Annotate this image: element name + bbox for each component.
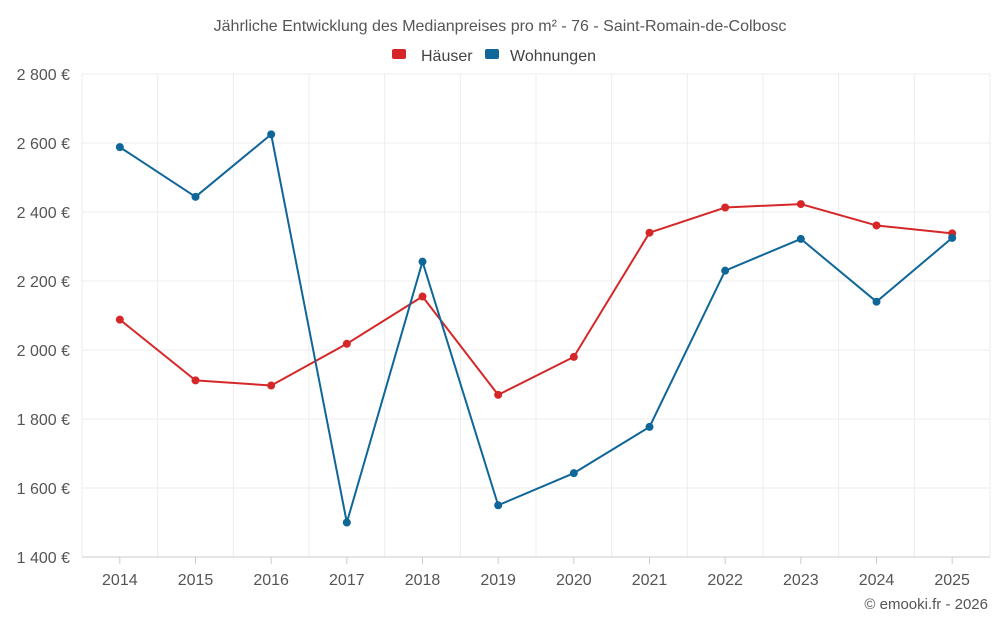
x-tick-label: 2018 bbox=[405, 572, 441, 589]
data-point-haeuser[interactable] bbox=[645, 228, 654, 237]
data-point-haeuser[interactable] bbox=[796, 200, 805, 209]
x-tick-label: 2025 bbox=[934, 572, 970, 589]
data-point-wohnungen[interactable] bbox=[267, 130, 276, 139]
data-point-wohnungen[interactable] bbox=[948, 233, 957, 242]
x-tick-label: 2019 bbox=[480, 572, 516, 589]
y-tick-label: 2 000 € bbox=[17, 343, 70, 360]
legend-swatch-haeuser bbox=[392, 49, 406, 59]
x-tick-label: 2014 bbox=[102, 572, 138, 589]
data-point-haeuser[interactable] bbox=[569, 352, 578, 361]
x-axis: 2014 2015 2016 2017 2018 2019 2020 2021 2022 2023… bbox=[82, 556, 990, 589]
data-point-haeuser[interactable] bbox=[418, 292, 427, 301]
data-point-haeuser[interactable] bbox=[494, 390, 503, 399]
data-point-wohnungen[interactable] bbox=[494, 501, 503, 510]
series bbox=[115, 130, 957, 527]
data-point-wohnungen[interactable] bbox=[342, 518, 351, 527]
x-tick-label: 2024 bbox=[859, 572, 895, 589]
data-point-wohnungen[interactable] bbox=[569, 469, 578, 478]
x-tick-label: 2022 bbox=[707, 572, 743, 589]
legend-swatch-wohnungen bbox=[485, 49, 499, 59]
legend-label-haeuser: Häuser bbox=[421, 48, 473, 65]
legend-label-wohnungen: Wohnungen bbox=[510, 48, 596, 65]
data-point-wohnungen[interactable] bbox=[418, 257, 427, 266]
y-tick-label: 2 800 € bbox=[17, 67, 70, 84]
y-tick-label: 2 400 € bbox=[17, 205, 70, 222]
y-tick-label: 2 600 € bbox=[17, 136, 70, 153]
series-line-haeuser bbox=[119, 203, 953, 396]
data-point-wohnungen[interactable] bbox=[645, 422, 654, 431]
y-tick-label: 1 400 € bbox=[17, 550, 70, 567]
x-tick-label: 2017 bbox=[329, 572, 365, 589]
x-tick-label: 2021 bbox=[632, 572, 668, 589]
credit-text: © emooki.fr - 2026 bbox=[864, 596, 988, 613]
data-point-haeuser[interactable] bbox=[342, 339, 351, 348]
series-line-wohnungen bbox=[119, 133, 953, 524]
x-tick-label: 2023 bbox=[783, 572, 819, 589]
y-tick-label: 1 800 € bbox=[17, 412, 70, 429]
data-point-wohnungen[interactable] bbox=[796, 234, 805, 243]
data-point-haeuser[interactable] bbox=[191, 376, 200, 385]
data-point-wohnungen[interactable] bbox=[872, 297, 881, 306]
data-point-haeuser[interactable] bbox=[267, 381, 276, 390]
legend: Häuser Wohnungen bbox=[392, 48, 596, 65]
chart-title: Jährliche Entwicklung des Medianpreises … bbox=[214, 18, 787, 35]
x-tick-label: 2020 bbox=[556, 572, 592, 589]
grid bbox=[81, 73, 991, 557]
x-tick-label: 2015 bbox=[178, 572, 214, 589]
data-point-wohnungen[interactable] bbox=[191, 192, 200, 201]
data-point-haeuser[interactable] bbox=[721, 203, 730, 212]
data-point-haeuser[interactable] bbox=[872, 221, 881, 230]
y-axis: 1 400 € 1 600 € 1 800 € 2 000 € 2 200 € 2 400… bbox=[17, 67, 70, 567]
y-tick-label: 2 200 € bbox=[17, 274, 70, 291]
y-tick-label: 1 600 € bbox=[17, 481, 70, 498]
data-point-wohnungen[interactable] bbox=[721, 266, 730, 275]
data-point-haeuser[interactable] bbox=[115, 315, 124, 324]
x-tick-label: 2016 bbox=[253, 572, 289, 589]
data-point-wohnungen[interactable] bbox=[115, 143, 124, 152]
